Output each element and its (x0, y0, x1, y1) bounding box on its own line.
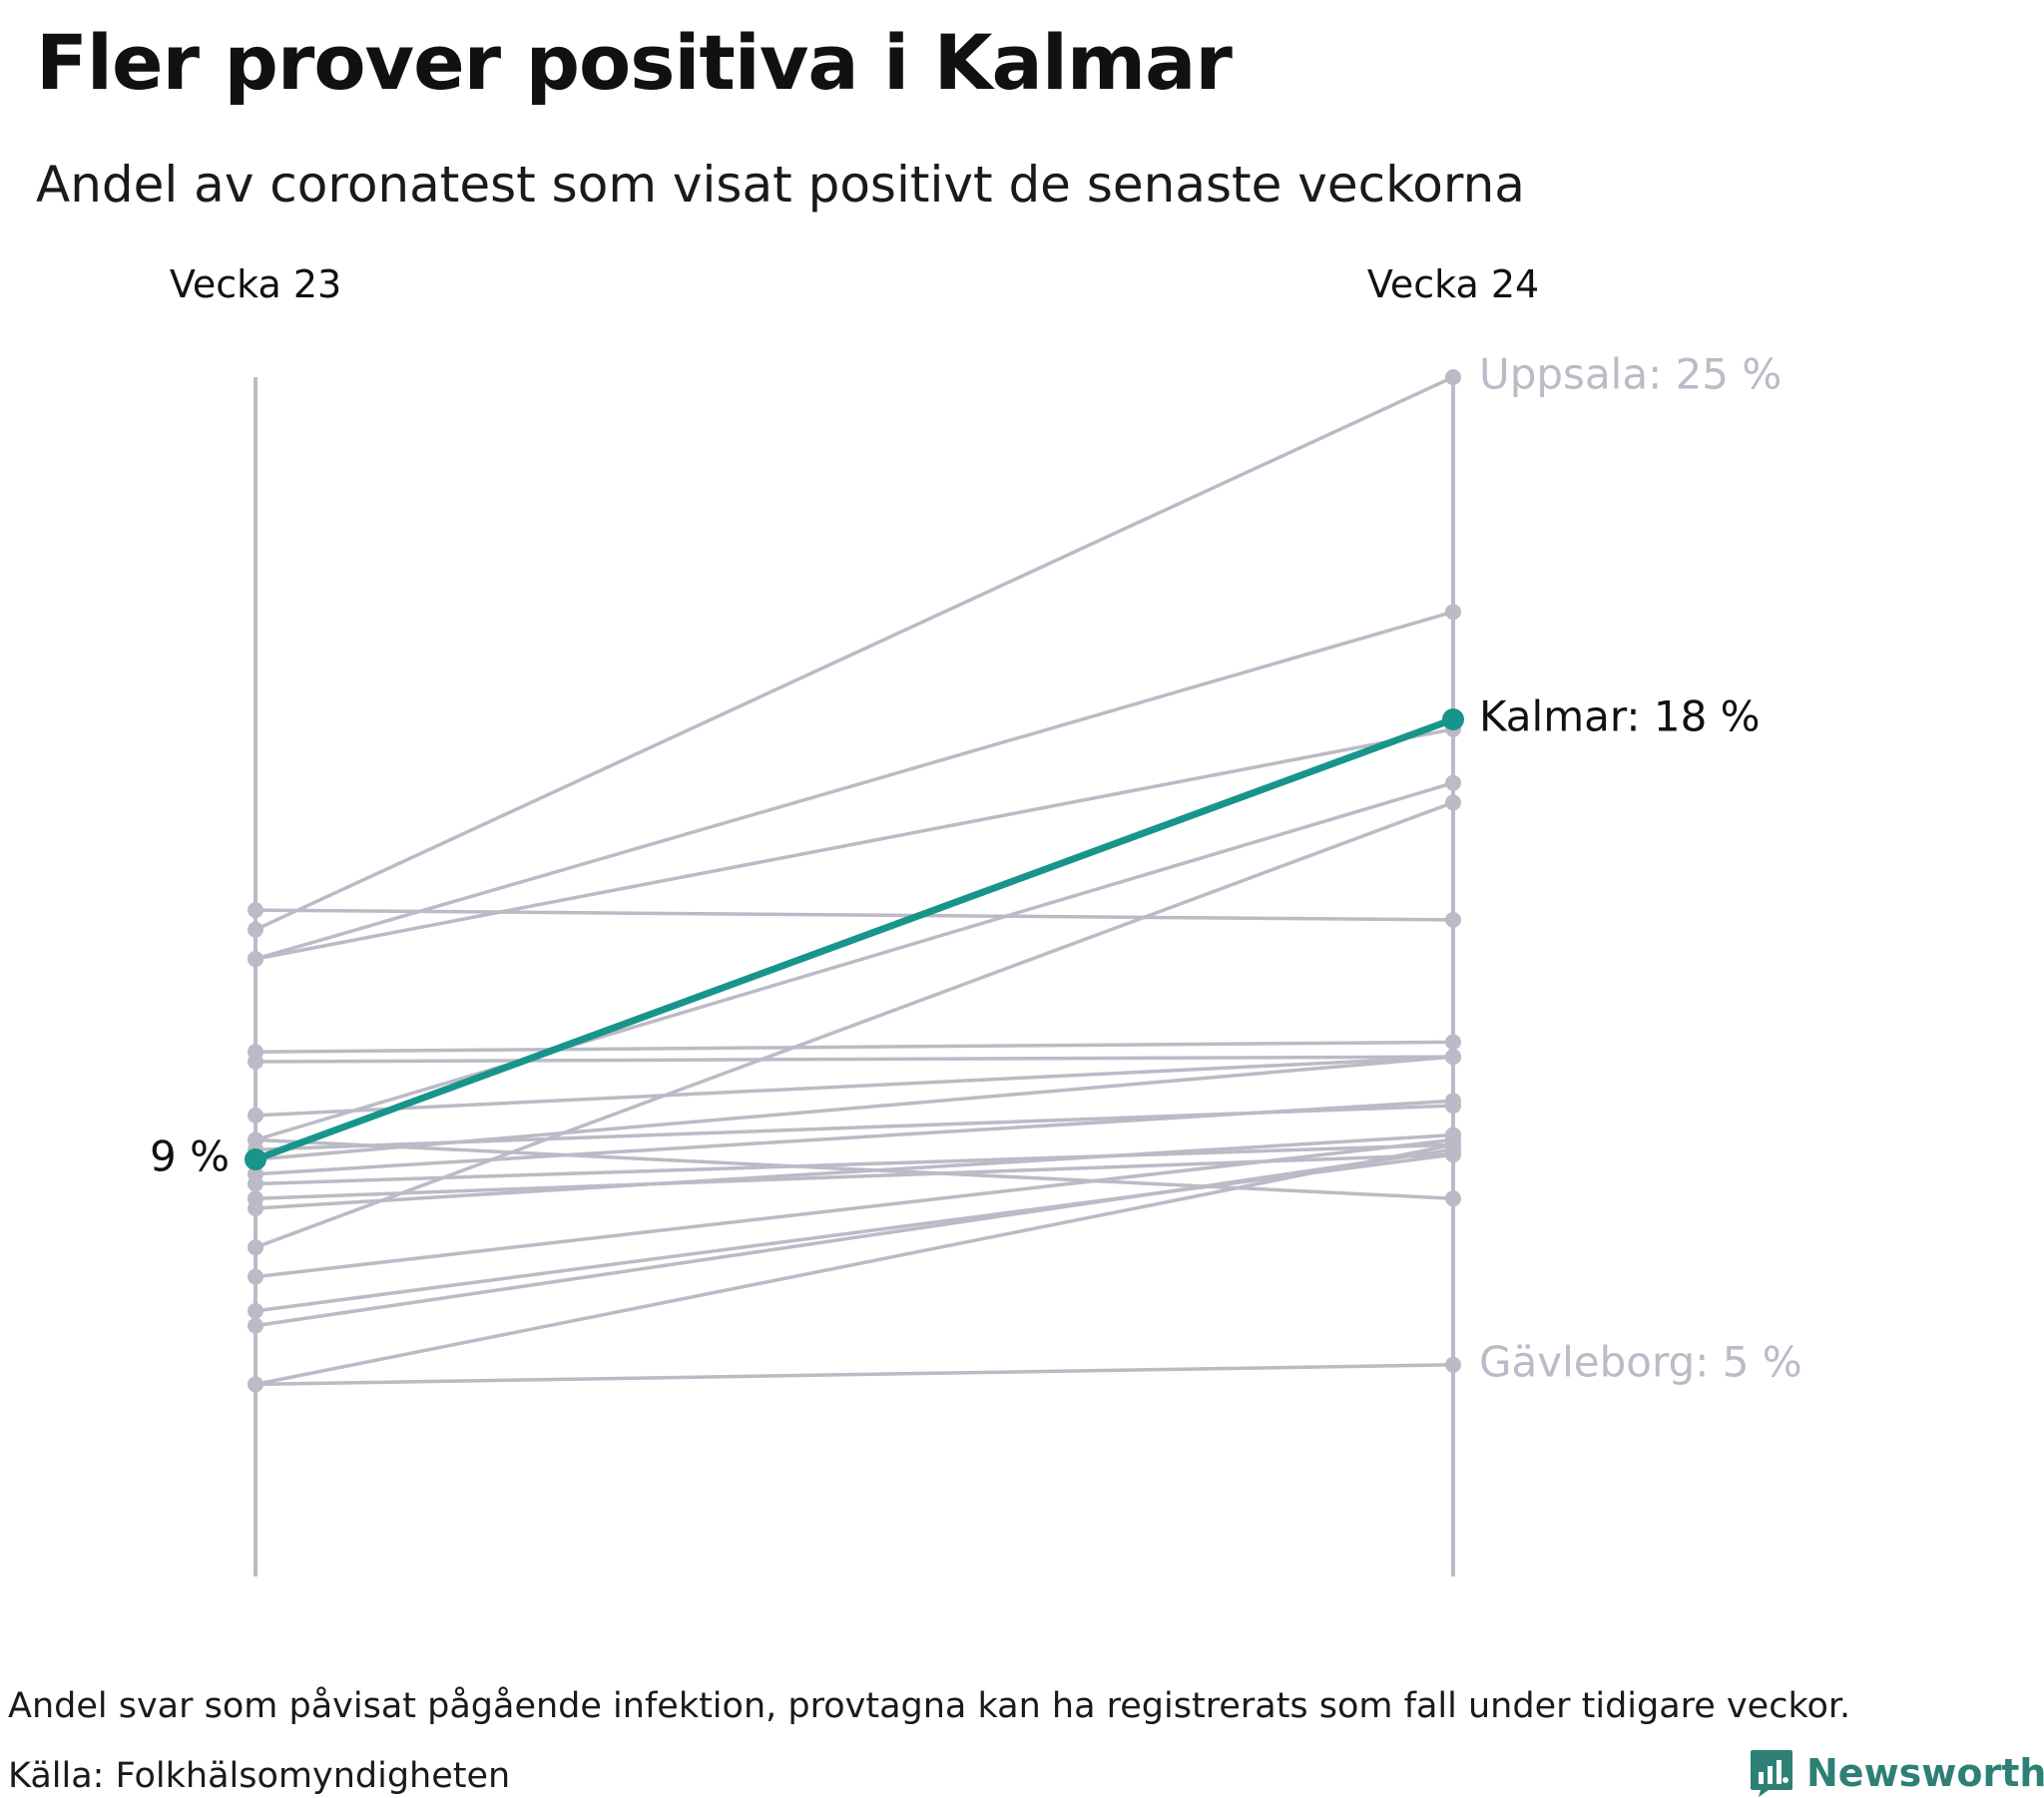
series-segment (255, 1055, 1454, 1161)
series-line (248, 369, 1461, 938)
series-segment (255, 1137, 1454, 1200)
data-point (1445, 774, 1461, 791)
series-line (248, 1356, 1461, 1393)
series-line (248, 720, 1461, 968)
max-end-label: Uppsala: 25 % (1479, 350, 1782, 399)
newsworthy-logo-icon (1751, 1750, 1792, 1797)
series-line (248, 1131, 1461, 1285)
highlight-line (252, 715, 1457, 1163)
data-point (1445, 1136, 1461, 1153)
series-line (248, 794, 1461, 1256)
series-segment (255, 375, 1454, 932)
series-segment (255, 1055, 1454, 1064)
newsworthy-logo: Newsworthy (1749, 1748, 2044, 1798)
series-segment (255, 1040, 1454, 1054)
highlight-point (1442, 708, 1464, 730)
data-point (248, 902, 263, 919)
footnote: Andel svar som påvisat pågående infektio… (8, 1686, 1851, 1726)
series-segment (255, 1363, 1454, 1387)
data-point (248, 1376, 263, 1393)
data-point (248, 1268, 263, 1285)
chart-subtitle: Andel av coronatest som visat positivt d… (36, 156, 1525, 214)
data-point (248, 1302, 263, 1319)
series-segment (255, 1142, 1454, 1387)
series-segment (255, 800, 1454, 1249)
data-point (1445, 1034, 1461, 1051)
data-point (248, 1175, 263, 1192)
data-point (248, 1317, 263, 1334)
data-point (1445, 1356, 1461, 1373)
data-point (1445, 1190, 1461, 1207)
series-segment (255, 1132, 1454, 1210)
min-end-label: Gävleborg: 5 % (1479, 1337, 1802, 1386)
data-point (248, 1107, 263, 1124)
data-point (1445, 911, 1461, 928)
highlight-end-label: Kalmar: 18 % (1479, 692, 1761, 741)
source-note: Källa: Folkhälsomyndigheten (8, 1756, 511, 1796)
series-line (248, 902, 1461, 928)
data-point (248, 1054, 263, 1070)
category-label: Vecka 23 (170, 262, 341, 306)
brand-name: Newsworthy (1806, 1751, 2044, 1795)
series-segment (255, 1099, 1454, 1176)
data-point (1445, 1049, 1461, 1066)
start-value-label: 9 % (150, 1132, 230, 1181)
data-point (1445, 794, 1461, 811)
data-point (248, 1131, 263, 1148)
data-point (248, 1239, 263, 1256)
series-segment (255, 1147, 1454, 1328)
series-segment (255, 610, 1454, 961)
series-segment (255, 1142, 1454, 1186)
data-point (1445, 604, 1461, 621)
series-segment (255, 781, 1454, 1142)
data-point (248, 951, 263, 968)
data-point (248, 1200, 263, 1216)
series-segment (255, 908, 1454, 922)
category-label: Vecka 24 (1367, 262, 1539, 306)
highlight-point (245, 1148, 266, 1170)
chart-title: Fler prover positiva i Kalmar (36, 18, 1233, 107)
data-point (1445, 369, 1461, 385)
series-line (248, 1131, 1461, 1207)
series-segment (255, 1137, 1454, 1279)
series-segment (255, 1055, 1454, 1118)
data-point (1445, 1093, 1461, 1110)
series-line (248, 1126, 1461, 1216)
series-segment (255, 727, 1454, 961)
data-point (248, 921, 263, 938)
